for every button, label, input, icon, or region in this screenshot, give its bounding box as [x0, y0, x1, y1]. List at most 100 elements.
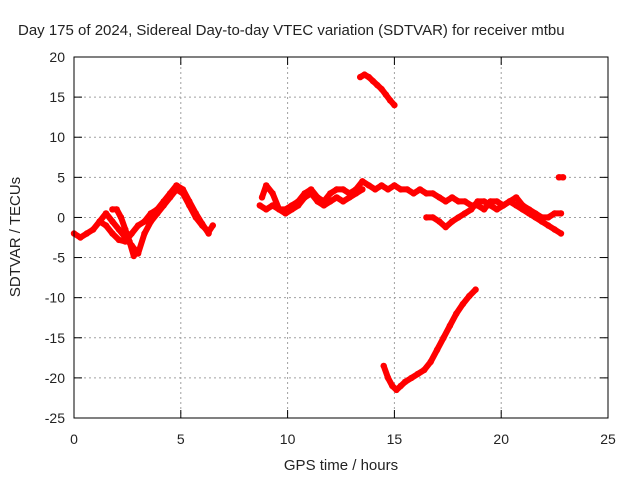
data-point [551, 210, 558, 217]
data-point [339, 198, 347, 205]
data-point [115, 236, 123, 244]
x-tick-label: 0 [70, 431, 78, 447]
data-point [397, 382, 404, 390]
data-point [205, 230, 212, 237]
series-track-7 [357, 71, 398, 109]
data-point [545, 214, 552, 221]
data-point [339, 186, 347, 193]
data-point [389, 382, 396, 390]
series-line [423, 198, 564, 237]
data-point [384, 374, 392, 382]
y-tick-label: 20 [49, 49, 65, 65]
x-tick-label: 10 [280, 431, 296, 447]
data-point [83, 230, 91, 237]
data-point [102, 222, 110, 229]
y-tick-label: -15 [45, 330, 65, 346]
data-point [423, 190, 430, 197]
data-point [154, 206, 161, 213]
data-point [199, 220, 206, 228]
data-point [288, 206, 296, 213]
grid-lines [74, 57, 608, 418]
data-point [551, 226, 558, 233]
data-point [192, 210, 199, 217]
data-point [487, 202, 494, 209]
data-point [455, 198, 462, 205]
data-point [109, 218, 116, 225]
data-point [258, 194, 266, 201]
data-point [442, 198, 449, 205]
data-point [397, 186, 404, 193]
data-point [117, 214, 125, 221]
data-point [147, 210, 155, 217]
data-point [480, 206, 488, 213]
data-point [141, 230, 148, 237]
data-point [256, 202, 263, 209]
data-point [401, 378, 409, 386]
x-tick-label: 25 [600, 431, 616, 447]
series-track-6 [423, 198, 565, 237]
data-point [122, 226, 129, 233]
y-tick-label: 10 [49, 129, 65, 145]
data-point [455, 214, 462, 221]
data-point [369, 77, 377, 85]
data-point [102, 210, 110, 217]
data-point [166, 190, 174, 197]
data-point [393, 386, 400, 394]
series-track-3 [109, 206, 137, 260]
data-point [90, 226, 97, 233]
data-point [506, 198, 513, 205]
data-point [160, 198, 167, 205]
data-series [70, 71, 567, 394]
data-point [429, 190, 436, 197]
data-point [359, 178, 366, 185]
data-point [423, 214, 430, 221]
data-point [538, 218, 545, 225]
data-point [378, 85, 385, 93]
data-point [427, 358, 434, 365]
series-track-8 [380, 286, 479, 394]
data-point [532, 214, 539, 221]
data-point [557, 230, 565, 237]
data-point [436, 218, 443, 225]
data-point [461, 210, 469, 217]
data-point [333, 194, 340, 201]
x-axis-label: GPS time / hours [284, 457, 398, 474]
data-point [333, 186, 340, 193]
data-point [386, 97, 394, 104]
data-point [404, 186, 411, 193]
data-point [391, 182, 398, 189]
data-point [519, 206, 526, 213]
data-point [408, 374, 415, 382]
data-point [179, 186, 187, 193]
y-tick-label: -10 [45, 290, 65, 306]
data-point [134, 222, 142, 229]
data-point [414, 370, 422, 378]
data-point [263, 206, 270, 213]
data-point [130, 252, 137, 260]
x-tick-label: 15 [387, 431, 403, 447]
data-point [352, 190, 360, 197]
data-point [295, 202, 302, 209]
data-point [429, 214, 436, 221]
data-point [382, 91, 390, 98]
y-tick-label: -20 [45, 370, 65, 386]
data-point [209, 222, 216, 229]
data-point [77, 234, 84, 241]
y-axis-label: SDTVAR / TECUs [7, 177, 24, 297]
data-point [525, 210, 533, 217]
data-point [493, 198, 501, 205]
y-tick-label: -25 [45, 410, 65, 426]
data-point [493, 206, 501, 213]
data-point [391, 101, 398, 109]
data-point [421, 366, 428, 374]
x-tick-label: 20 [493, 431, 509, 447]
data-point [513, 194, 520, 201]
data-point [126, 238, 133, 245]
data-point [365, 182, 372, 189]
data-point [113, 206, 120, 213]
data-point [372, 186, 379, 193]
data-point [459, 300, 466, 308]
data-point [410, 190, 417, 197]
x-tick-label: 5 [177, 431, 185, 447]
